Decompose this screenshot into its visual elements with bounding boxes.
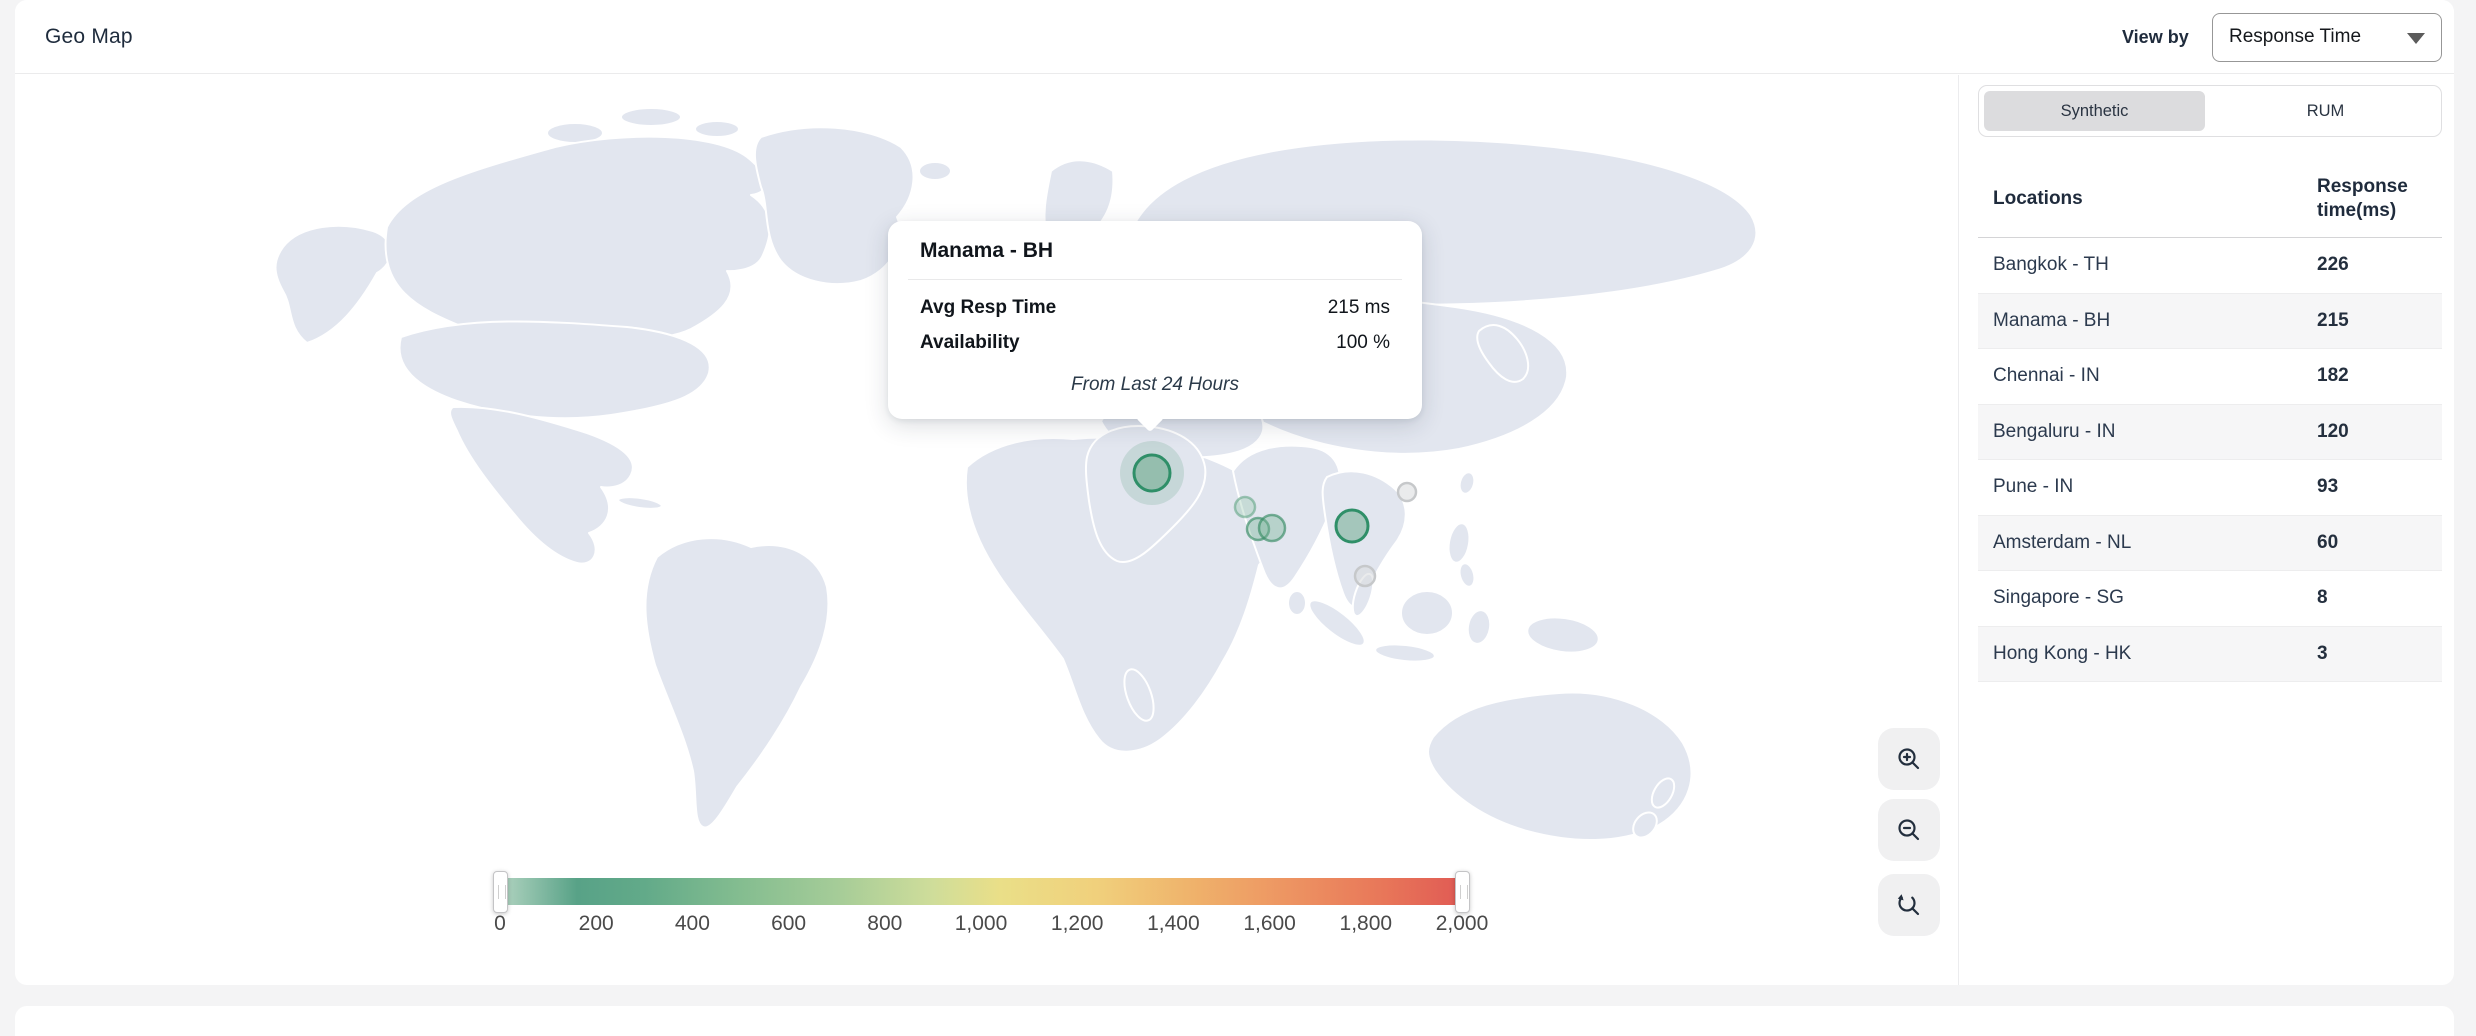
tooltip-label-availability: Availability xyxy=(920,332,1020,353)
tooltip-value-availability: 100 % xyxy=(1336,332,1390,353)
table-row[interactable]: Amsterdam - NL 60 xyxy=(1978,515,2442,571)
geo-map-card: Geo Map View by Response Time Manama - B… xyxy=(15,0,2454,985)
map-marker-hong-kong-hk[interactable] xyxy=(1396,481,1418,503)
location-cell: Singapore - SG xyxy=(1993,587,2124,609)
map-marker-halo xyxy=(1120,441,1184,505)
data-source-toggle: Synthetic RUM xyxy=(1978,85,2442,137)
tooltip-title: Manama - BH xyxy=(920,239,1054,262)
page: { "header": { "title": "Geo Map", "view_… xyxy=(15,0,2454,1036)
map-marker-bangkok-th[interactable] xyxy=(1334,508,1370,544)
location-cell: Amsterdam - NL xyxy=(1993,531,2132,553)
response-time-cell: 120 xyxy=(2317,420,2349,442)
panel-divider xyxy=(1958,75,1959,985)
table-row[interactable]: Bangkok - TH 226 xyxy=(1978,238,2442,294)
location-cell: Bengaluru - IN xyxy=(1993,420,2116,442)
location-cell: Manama - BH xyxy=(1993,309,2111,331)
zoom-out-button[interactable] xyxy=(1878,799,1940,861)
table-row[interactable]: Chennai - IN 182 xyxy=(1978,349,2442,405)
map-marker-chennai-in[interactable] xyxy=(1257,513,1287,543)
response-time-cell: 226 xyxy=(2317,254,2349,276)
legend-ticks: 0 200 400 600 800 1,000 1,200 1,400 1,600 1,800 2,… xyxy=(494,912,1488,942)
location-cell: Pune - IN xyxy=(1993,476,2074,498)
table-row[interactable]: Hong Kong - HK 3 xyxy=(1978,626,2442,682)
page-title: Geo Map xyxy=(45,25,133,48)
map-tooltip: Manama - BH Avg Resp Time 215 ms Availab… xyxy=(888,221,1422,433)
zoom-in-button[interactable] xyxy=(1878,728,1940,790)
world-map xyxy=(274,107,1758,841)
legend-tick-label: 200 xyxy=(578,912,614,935)
table-row[interactable]: Pune - IN 93 xyxy=(1978,460,2442,516)
toggle-option-synthetic[interactable]: Synthetic xyxy=(1984,91,2205,131)
legend-min-handle[interactable] xyxy=(493,871,508,913)
map-markers xyxy=(1120,441,1418,588)
legend-max-handle[interactable] xyxy=(1455,871,1470,913)
column-header-locations: Locations xyxy=(1993,187,2083,209)
legend-tick-label: 800 xyxy=(867,912,903,935)
magnifier-plus-icon xyxy=(1898,748,1920,770)
response-time-cell: 60 xyxy=(2317,531,2339,553)
legend-tick-label: 1,200 xyxy=(1050,912,1104,935)
tooltip-label-resp-time: Avg Resp Time xyxy=(920,297,1057,318)
response-time-cell: 8 xyxy=(2317,587,2328,609)
view-by-label: View by xyxy=(2122,27,2189,47)
response-time-cell: 215 xyxy=(2317,309,2349,331)
tooltip-value-resp-time: 215 ms xyxy=(1327,297,1390,318)
magnifier-minus-icon xyxy=(1898,819,1920,841)
table-row[interactable]: Manama - BH 215 xyxy=(1978,293,2442,349)
locations-table-rows: Bangkok - TH 226 Manama - BH 215 Chennai - I… xyxy=(1978,238,2442,682)
chevron-down-icon xyxy=(2407,33,2425,44)
location-cell: Bangkok - TH xyxy=(1993,254,2109,276)
map-marker-singapore-sg[interactable] xyxy=(1353,564,1377,588)
map-marker-pune-in[interactable] xyxy=(1233,495,1257,519)
magnifier-reset-icon xyxy=(1897,894,1920,916)
legend-tick-label: 1,400 xyxy=(1147,912,1200,935)
legend-tick-label: 0 xyxy=(494,912,506,935)
map-marker-manama-bh[interactable] xyxy=(1132,453,1172,493)
table-row[interactable]: Singapore - SG 8 xyxy=(1978,571,2442,627)
location-cell: Hong Kong - HK xyxy=(1993,642,2132,664)
toggle-option-rum[interactable]: RUM xyxy=(2306,101,2345,120)
location-cell: Chennai - IN xyxy=(1993,365,2100,387)
legend-tick-label: 2,000 xyxy=(1435,912,1489,935)
next-widget-card xyxy=(15,1006,2454,1036)
view-by-dropdown[interactable]: Response Time xyxy=(2212,13,2442,62)
column-header-response-time: Response time(ms) xyxy=(2317,175,2408,221)
widget-header: Geo Map View by Response Time xyxy=(15,0,2454,74)
reset-zoom-button[interactable] xyxy=(1878,874,1940,936)
legend-tick-label: 1,600 xyxy=(1243,912,1296,935)
legend-tick-label: 400 xyxy=(674,912,710,935)
response-time-cell: 93 xyxy=(2317,476,2339,498)
map-canvas[interactable] xyxy=(15,75,1958,985)
locations-table: Locations Response time(ms) Bangkok - TH… xyxy=(1978,160,2442,682)
legend-gradient-bar xyxy=(500,878,1462,905)
response-time-cell: 182 xyxy=(2317,365,2349,387)
legend-tick-label: 1,800 xyxy=(1339,912,1393,935)
table-row[interactable]: Bengaluru - IN 120 xyxy=(1978,404,2442,460)
legend-tick-label: 600 xyxy=(771,912,807,935)
tooltip-divider xyxy=(908,279,1402,280)
tooltip-footer: From Last 24 Hours xyxy=(1071,374,1239,395)
legend-tick-label: 1,000 xyxy=(954,912,1008,935)
response-time-cell: 3 xyxy=(2317,642,2328,664)
view-by-selected-value: Response Time xyxy=(2229,26,2362,47)
table-header: Locations Response time(ms) xyxy=(1978,160,2442,238)
